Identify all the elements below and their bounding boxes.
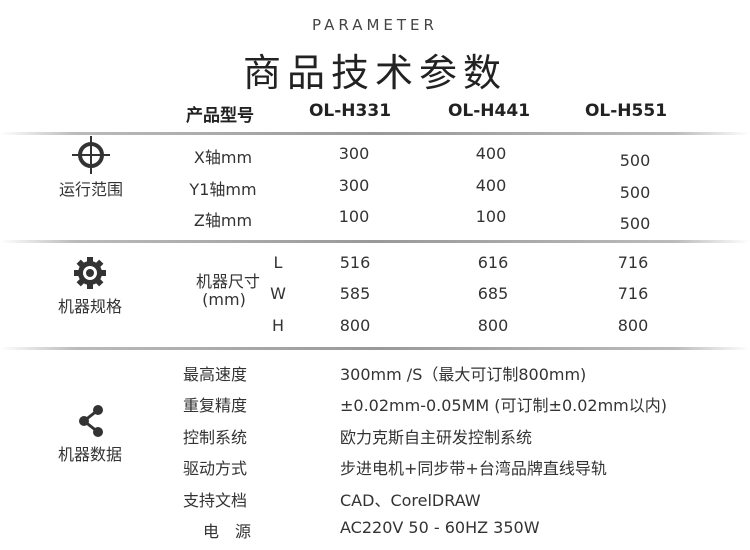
spec-label: 控制系统 — [183, 428, 248, 447]
divider — [0, 347, 750, 350]
model-header: OL-H331 — [308, 101, 392, 121]
cell: 516 — [339, 253, 371, 272]
cell: 400 — [475, 176, 507, 195]
divider — [0, 132, 750, 135]
cell: 800 — [477, 316, 509, 335]
row-label: H — [271, 316, 285, 335]
row-label: L — [273, 253, 283, 272]
divider — [0, 240, 750, 243]
spec-value: 300mm /S（最大可订制800mm) — [340, 365, 587, 384]
cell: 500 — [619, 214, 651, 233]
cell: 300 — [338, 176, 370, 195]
model-header: OL-H441 — [447, 101, 531, 121]
spec-value: CAD、CorelDRAW — [340, 491, 481, 510]
cell: 100 — [338, 207, 370, 226]
cell: 585 — [339, 284, 371, 303]
cell: 716 — [617, 253, 649, 272]
cell: 500 — [619, 151, 651, 170]
spec-value: ±0.02mm-0.05MM (可订制±0.02mm以内) — [340, 396, 667, 415]
page-title: 商品技术参数 — [242, 51, 508, 95]
spec-value: AC220V 50 - 60HZ 350W — [340, 518, 540, 537]
cell: 300 — [338, 144, 370, 163]
row-label: Z轴mm — [193, 211, 253, 230]
cell: 500 — [619, 183, 651, 202]
page-subtitle: PARAMETER — [312, 16, 438, 34]
cell: 800 — [617, 316, 649, 335]
gear-icon — [74, 257, 106, 289]
cell: 800 — [339, 316, 371, 335]
cell: 400 — [475, 144, 507, 163]
row-label: W — [270, 284, 286, 303]
row-label: Y1轴mm — [189, 180, 257, 199]
cell: 616 — [477, 253, 509, 272]
model-header-label: 产品型号 — [186, 106, 254, 126]
model-header: OL-H551 — [584, 101, 668, 121]
spec-value: 欧力克斯自主研发控制系统 — [340, 428, 533, 447]
row-label: X轴mm — [193, 148, 253, 167]
spec-value: 步进电机+同步带+台湾品牌直线导轨 — [340, 459, 607, 478]
crosshair-icon — [72, 136, 110, 174]
cell: 100 — [475, 207, 507, 226]
section-label: 机器规格 — [57, 297, 123, 316]
spec-label: 最高速度 — [183, 365, 248, 384]
spec-label: 电 源 — [203, 522, 252, 541]
spec-label: 支持文档 — [183, 491, 248, 510]
cell: 685 — [477, 284, 509, 303]
spec-label: 重复精度 — [183, 396, 248, 415]
section-label: 运行范围 — [58, 180, 124, 199]
spec-label: 驱动方式 — [183, 459, 248, 478]
section-label: 机器数据 — [57, 445, 123, 464]
group-label: 机器尺寸 — [195, 272, 261, 291]
group-unit: (mm) — [202, 290, 246, 309]
cell: 716 — [617, 284, 649, 303]
share-icon — [79, 405, 103, 437]
